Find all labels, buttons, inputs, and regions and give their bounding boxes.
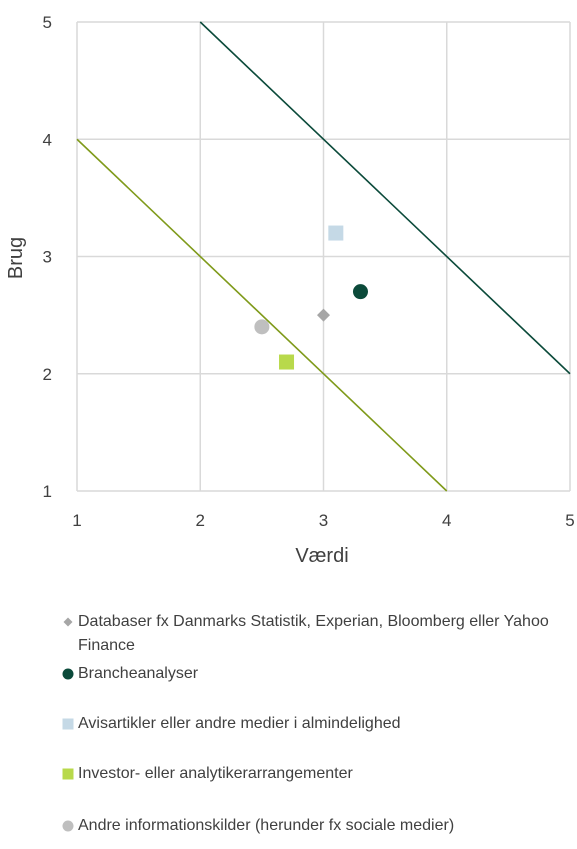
legend-item: Brancheanalyser bbox=[62, 662, 198, 686]
x-tick-label: 3 bbox=[319, 511, 328, 530]
x-tick-label: 2 bbox=[196, 511, 205, 530]
y-tick-label: 2 bbox=[43, 365, 52, 384]
y-tick-label: 4 bbox=[43, 130, 52, 149]
data-point bbox=[279, 354, 295, 370]
legend-marker-square bbox=[62, 712, 74, 736]
legend-symbol bbox=[63, 617, 73, 627]
x-axis-label: Værdi bbox=[295, 545, 348, 567]
data-point bbox=[317, 308, 330, 322]
legend-symbol bbox=[62, 768, 74, 780]
legend-item: Andre informationskilder (herunder fx so… bbox=[62, 814, 454, 838]
legend-item: Databaser fx Danmarks Statistik, Experia… bbox=[62, 610, 572, 658]
legend-item: Avisartikler eller andre medier i almind… bbox=[62, 712, 401, 736]
legend-item: Investor- eller analytikerarrangementer bbox=[62, 762, 353, 786]
data-point bbox=[254, 319, 270, 335]
legend-symbol bbox=[62, 820, 74, 832]
legend-label: Investor- eller analytikerarrangementer bbox=[78, 765, 353, 782]
reference-lines bbox=[76, 21, 571, 492]
x-tick-label: 1 bbox=[72, 511, 81, 530]
reference-line bbox=[199, 21, 571, 375]
data-points bbox=[254, 225, 368, 370]
legend-label: Brancheanalyser bbox=[78, 665, 199, 682]
legend-symbol bbox=[62, 668, 74, 680]
legend-label: Databaser fx Danmarks Statistik, Experia… bbox=[78, 613, 549, 654]
y-tick-label: 1 bbox=[43, 482, 52, 501]
data-point bbox=[352, 284, 368, 300]
legend-marker-circle bbox=[62, 814, 74, 838]
y-axis-label: Brug bbox=[5, 237, 27, 279]
legend-symbol bbox=[62, 718, 74, 730]
reference-line bbox=[76, 138, 448, 492]
data-point bbox=[328, 225, 344, 241]
legend-marker-diamond bbox=[62, 610, 74, 634]
grid-lines bbox=[76, 21, 571, 492]
legend-marker-circle bbox=[62, 662, 74, 686]
scatter-chart: 1 2 3 4 5 1 2 3 4 5 Værdi Brug bbox=[5, 13, 575, 567]
x-tick-label: 5 bbox=[565, 511, 574, 530]
legend-label: Avisartikler eller andre medier i almind… bbox=[78, 715, 401, 732]
y-tick-labels: 1 2 3 4 5 bbox=[43, 13, 52, 501]
x-tick-label: 4 bbox=[442, 511, 451, 530]
y-tick-label: 5 bbox=[43, 13, 52, 32]
x-tick-labels: 1 2 3 4 5 bbox=[72, 511, 574, 530]
legend-marker-square bbox=[62, 762, 74, 786]
y-tick-label: 3 bbox=[43, 248, 52, 267]
legend-label: Andre informationskilder (herunder fx so… bbox=[78, 817, 455, 834]
